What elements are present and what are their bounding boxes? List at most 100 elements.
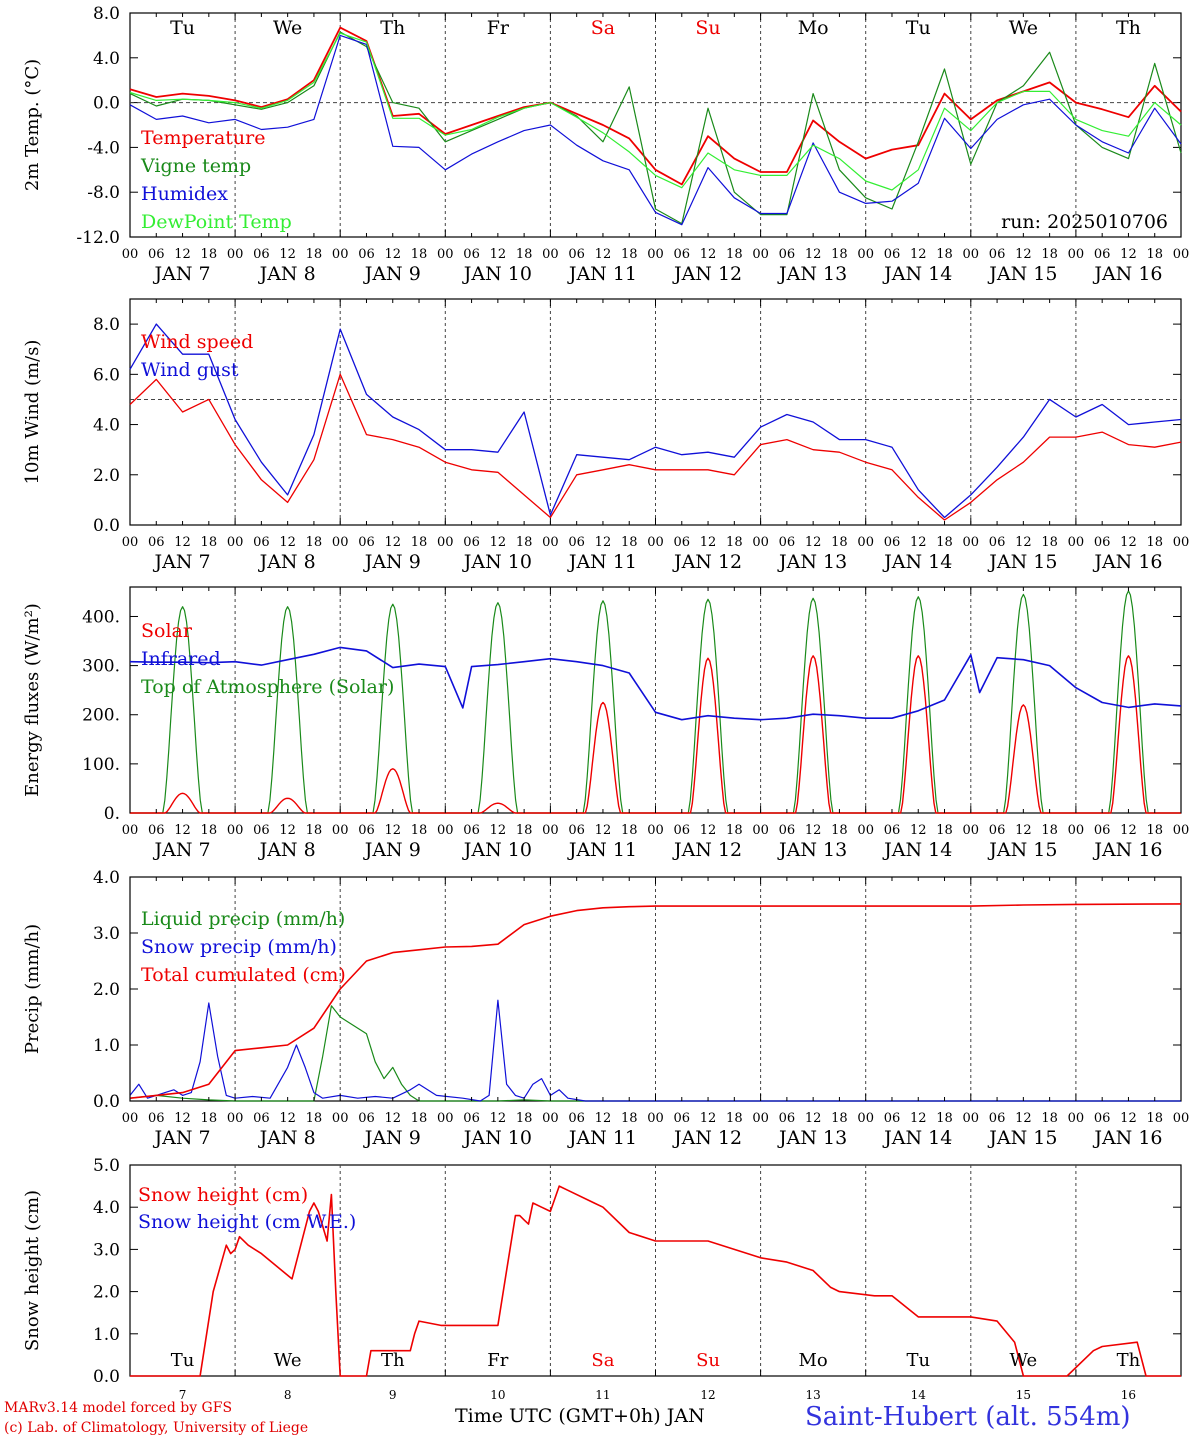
hour-tick-label: 18 [621, 1111, 638, 1126]
hour-tick-label: 18 [621, 247, 638, 262]
weekday-bottom-6: Mo [799, 1350, 828, 1371]
date-label: JAN 7 [153, 1127, 211, 1149]
day-number: 9 [389, 1388, 397, 1402]
hour-tick-label: 12 [595, 535, 612, 550]
hour-tick-label: 18 [831, 535, 848, 550]
legend-0: Snow height (cm) [138, 1184, 308, 1206]
hour-tick-label: 00 [1068, 823, 1085, 838]
weekday-bottom-7: Tu [906, 1350, 930, 1371]
legend-1: Snow precip (mm/h) [141, 936, 337, 958]
day-number: 14 [911, 1388, 927, 1402]
y-tick-label: 5.0 [93, 1156, 120, 1176]
date-label: JAN 15 [987, 551, 1057, 573]
hour-tick-label: 06 [463, 1111, 480, 1126]
date-label: JAN 16 [1092, 551, 1162, 573]
run-annotation: run: 2025010706 [1001, 211, 1168, 233]
series-liquid-precip-mm-h- [129, 1005, 1181, 1102]
date-label: JAN 14 [882, 551, 952, 573]
hour-tick-label: 06 [253, 535, 270, 550]
hour-tick-label: 00 [1068, 247, 1085, 262]
date-label: JAN 11 [567, 263, 637, 285]
y-tick-label: -8.0 [87, 183, 120, 203]
weekday-bottom-8: We [1010, 1350, 1038, 1371]
weekday-bottom-1: We [274, 1350, 302, 1371]
hour-tick-label: 12 [1120, 1111, 1137, 1126]
hour-tick-label: 06 [884, 247, 901, 262]
hour-tick-label: 18 [1146, 1111, 1163, 1126]
date-label: JAN 11 [567, 551, 637, 573]
hour-tick-label: 00 [752, 247, 769, 262]
hour-tick-label: 06 [148, 247, 165, 262]
date-label: JAN 7 [153, 839, 211, 861]
weekday-top-5: Su [695, 17, 720, 39]
weekday-top-2: Th [380, 17, 405, 39]
series-wind-gust [129, 323, 1182, 519]
day-number: 13 [806, 1388, 821, 1402]
date-label: JAN 14 [882, 839, 952, 861]
y-tick-label: 2.0 [93, 980, 120, 1000]
hour-tick-label: 00 [437, 1111, 454, 1126]
y-tick-label: -4.0 [87, 138, 120, 158]
weekday-bottom-4: Sa [591, 1350, 614, 1371]
hour-tick-label: 00 [647, 823, 664, 838]
date-label: JAN 12 [672, 839, 742, 861]
hour-tick-label: 12 [174, 535, 191, 550]
y-tick-label: 0.0 [93, 1092, 120, 1112]
hour-tick-label: 12 [910, 1111, 927, 1126]
hour-tick-label: 00 [1173, 535, 1190, 550]
hour-tick-label: 06 [1094, 1111, 1111, 1126]
y-tick-label: 100. [82, 755, 120, 775]
hour-tick-label: 00 [437, 823, 454, 838]
legend-0: Wind speed [141, 331, 253, 353]
hour-tick-label: 06 [989, 823, 1006, 838]
date-label: JAN 8 [258, 839, 316, 861]
hour-tick-label: 00 [752, 823, 769, 838]
hour-tick-label: 18 [936, 1111, 953, 1126]
date-label: JAN 9 [363, 1127, 421, 1149]
hour-tick-label: 12 [384, 247, 401, 262]
hour-tick-label: 12 [490, 535, 507, 550]
day-number: 16 [1121, 1388, 1136, 1402]
hour-tick-label: 00 [542, 247, 559, 262]
date-label: JAN 8 [258, 1127, 316, 1149]
hour-tick-label: 12 [174, 247, 191, 262]
hour-tick-label: 06 [989, 247, 1006, 262]
hour-tick-label: 06 [884, 535, 901, 550]
hour-tick-label: 18 [1146, 247, 1163, 262]
series-snow-height [130, 1185, 1181, 1377]
hour-tick-label: 18 [516, 1111, 533, 1126]
y-tick-label: -12.0 [76, 228, 120, 248]
date-label: JAN 9 [363, 551, 421, 573]
series-humidex [129, 34, 1182, 226]
hour-tick-label: 00 [332, 535, 349, 550]
weekday-bottom-3: Fr [487, 1350, 508, 1371]
weekday-top-1: We [273, 17, 302, 39]
date-label: JAN 8 [258, 551, 316, 573]
weekday-bottom-9: Th [1117, 1350, 1141, 1371]
hour-tick-label: 18 [201, 823, 218, 838]
hour-tick-label: 12 [910, 535, 927, 550]
panel-frame [129, 12, 1182, 238]
hour-tick-label: 06 [674, 535, 691, 550]
hour-tick-label: 18 [411, 1111, 428, 1126]
hour-tick-label: 12 [1015, 1111, 1032, 1126]
hour-tick-label: 18 [1146, 535, 1163, 550]
legend-0: Temperature [141, 127, 265, 149]
hour-tick-label: 12 [384, 535, 401, 550]
day-number: 8 [284, 1388, 292, 1402]
hour-tick-label: 12 [805, 247, 822, 262]
legend-0: Liquid precip (mm/h) [141, 908, 345, 930]
date-label: JAN 13 [777, 1127, 847, 1149]
hour-tick-label: 18 [516, 823, 533, 838]
legend-1: Vigne temp [140, 155, 251, 177]
hour-tick-label: 12 [174, 1111, 191, 1126]
date-label: JAN 9 [363, 263, 421, 285]
hour-tick-label: 00 [857, 247, 874, 262]
hour-tick-label: 18 [1041, 535, 1058, 550]
y-tick-label: 200. [82, 706, 120, 726]
y-tick-label: 0.0 [93, 94, 120, 114]
date-label: JAN 16 [1092, 1127, 1162, 1149]
hour-tick-label: 12 [279, 823, 296, 838]
date-label: JAN 12 [672, 551, 742, 573]
hour-tick-label: 06 [674, 247, 691, 262]
